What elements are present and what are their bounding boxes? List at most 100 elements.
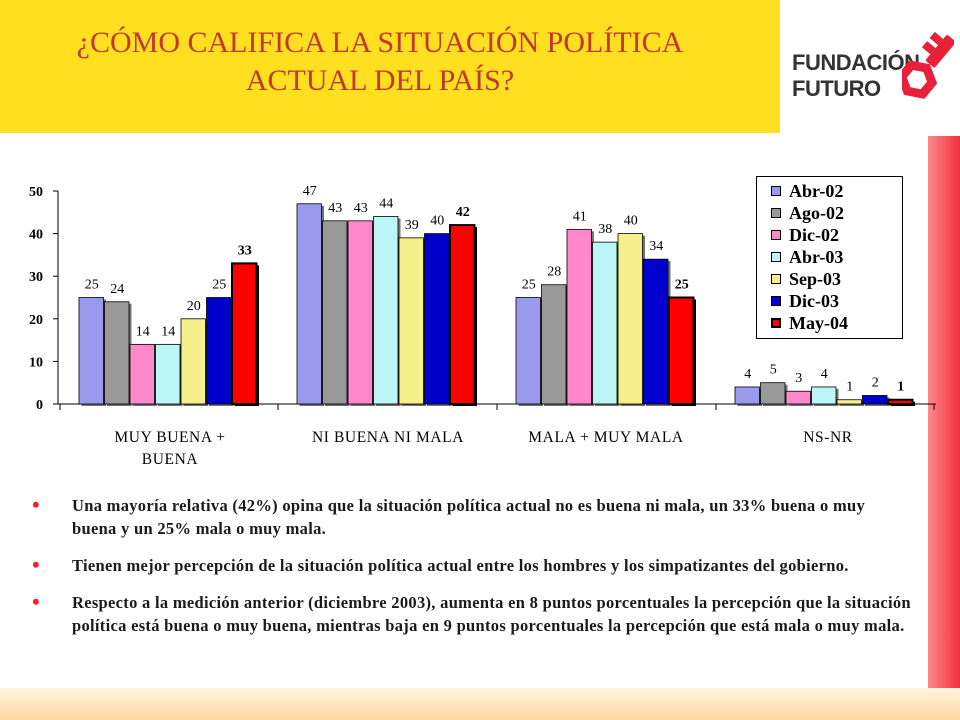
bar <box>760 382 786 405</box>
bar <box>424 233 450 405</box>
bar <box>862 395 888 405</box>
bar <box>515 297 541 405</box>
bar-value-label: 3 <box>795 371 802 386</box>
logo-line-2: FUTURO <box>792 76 881 101</box>
bar <box>104 301 130 405</box>
bar-value-label: 4 <box>744 367 751 382</box>
x-category-label: NS-NR <box>803 429 853 446</box>
bar <box>155 343 181 405</box>
chart-tick-labels: 0 10 20 30 40 50 <box>29 185 43 413</box>
legend-item: Abr-03 <box>771 246 902 268</box>
bullet-dot-icon: • <box>32 589 40 614</box>
bar <box>373 216 399 405</box>
bar <box>296 203 322 405</box>
bar-value-label: 14 <box>136 324 150 339</box>
legend-item: Dic-03 <box>771 290 902 312</box>
bar <box>129 343 155 405</box>
y-tick-label: 50 <box>29 185 43 200</box>
accent-strip-bottom <box>0 688 960 720</box>
chart-category-labels: MUY BUENA + BUENA NI BUENA NI MALA MALA + M… <box>114 429 852 468</box>
bullet-item-2: • Tienen mejor percepción de la situació… <box>32 552 912 577</box>
bar <box>322 220 348 405</box>
legend-label: Ago-02 <box>789 202 844 223</box>
bar-value-label: 38 <box>598 222 612 237</box>
bar-value-label: 47 <box>303 184 317 199</box>
bar <box>643 258 669 405</box>
legend-item: May-04 <box>771 312 902 334</box>
bar-value-label: 43 <box>354 201 368 216</box>
x-category-label: MALA + MUY MALA <box>528 429 684 446</box>
bar-value-label: 41 <box>573 209 587 224</box>
logo-line-1: FUNDACIÓN <box>792 50 920 75</box>
bar-value-label: 42 <box>456 205 470 220</box>
legend-label: Sep-03 <box>789 268 842 289</box>
y-tick-label: 0 <box>36 398 43 413</box>
bar-value-label: 25 <box>675 278 689 293</box>
bar-value-label: 2 <box>872 375 879 390</box>
bar <box>617 233 643 405</box>
legend-item: Dic-02 <box>771 224 902 246</box>
bullet-text-1: Una mayoría relativa (42%) opina que la … <box>72 496 866 538</box>
bar <box>836 399 862 405</box>
legend-label: Abr-02 <box>789 180 844 201</box>
legend-label: May-04 <box>789 312 848 333</box>
legend-swatch <box>771 252 781 262</box>
legend-swatch <box>771 296 781 306</box>
bar-value-label: 39 <box>405 218 419 233</box>
bar <box>811 386 837 405</box>
y-tick-label: 10 <box>29 355 43 370</box>
legend-label: Abr-03 <box>789 246 844 267</box>
bar-value-label: 44 <box>379 197 393 212</box>
legend-item: Sep-03 <box>771 268 902 290</box>
bar <box>566 228 592 405</box>
legend-swatch <box>771 274 781 284</box>
bar-value-label: 1 <box>846 380 853 395</box>
bar-value-label: 25 <box>522 278 536 293</box>
bullet-text-3: Respecto a la medición anterior (diciemb… <box>72 593 911 635</box>
bar-value-label: 1 <box>897 380 904 395</box>
bar-value-label: 40 <box>430 214 444 229</box>
legend-swatch <box>771 230 781 240</box>
y-tick-label: 40 <box>29 228 43 243</box>
bullet-dot-icon: • <box>32 492 40 517</box>
bar <box>887 398 914 406</box>
y-tick-label: 30 <box>29 270 43 285</box>
legend-item: Abr-02 <box>771 180 902 202</box>
page-title: ¿CÓMO CALIFICA LA SITUACIÓN POLÍTICA ACT… <box>76 26 684 97</box>
bar <box>231 262 258 405</box>
bar <box>78 297 104 405</box>
y-tick-label: 20 <box>29 313 43 328</box>
chart-bars <box>78 203 915 406</box>
bar-value-label: 25 <box>85 278 99 293</box>
bar <box>398 237 424 405</box>
bar <box>785 390 811 405</box>
bar <box>541 284 567 405</box>
legend-swatch <box>771 318 781 328</box>
fundacion-futuro-logo: FUNDACIÓN FUTURO <box>792 28 954 118</box>
bullet-dot-icon: • <box>32 552 40 577</box>
legend-swatch <box>771 186 781 196</box>
bar-value-label: 4 <box>821 367 828 382</box>
bar <box>592 241 618 405</box>
bar <box>449 224 476 405</box>
bullet-item-1: • Una mayoría relativa (42%) opina que l… <box>32 492 912 540</box>
bar-value-label: 34 <box>649 239 663 254</box>
accent-strip-right <box>928 136 960 720</box>
bar-value-label: 43 <box>328 201 342 216</box>
bar <box>206 297 232 405</box>
x-category-label: BUENA <box>142 451 199 468</box>
bullet-list: • Una mayoría relativa (42%) opina que l… <box>32 492 912 651</box>
bar <box>180 318 206 405</box>
bar-value-label: 40 <box>624 214 638 229</box>
bullet-text-2: Tienen mejor percepción de la situación … <box>72 556 849 575</box>
bar <box>668 296 695 405</box>
bar-value-label: 14 <box>161 324 175 339</box>
bullet-item-3: • Respecto a la medición anterior (dicie… <box>32 589 912 637</box>
key-logo-icon <box>902 31 954 99</box>
bar <box>347 220 373 405</box>
bar-value-label: 25 <box>212 278 226 293</box>
bar-value-label: 5 <box>770 363 777 378</box>
x-category-label: NI BUENA NI MALA <box>312 429 464 446</box>
